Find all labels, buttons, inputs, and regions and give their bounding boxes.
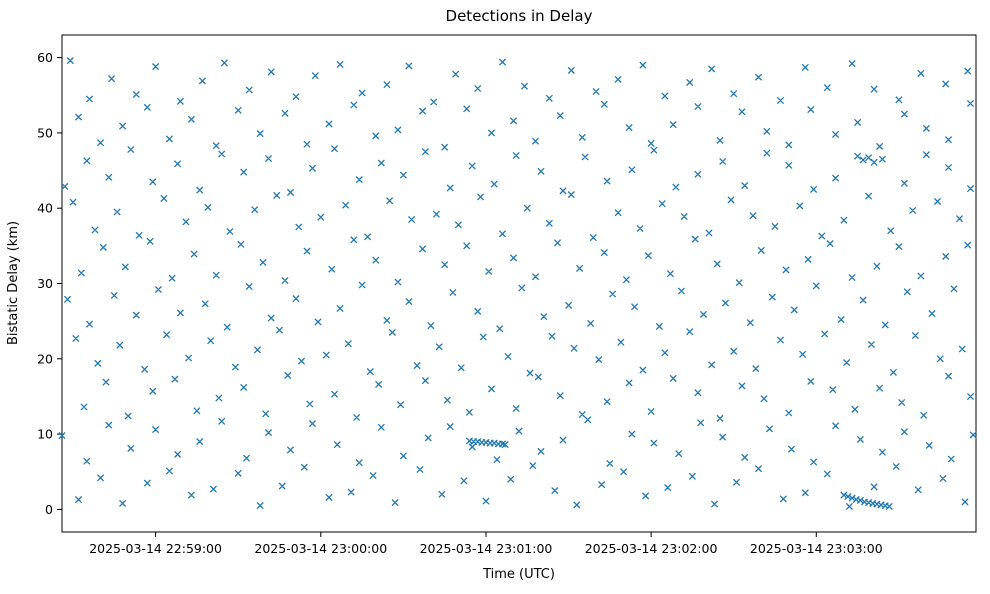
scatter-points: [58, 57, 977, 510]
x-tick-label: 2025-03-14 23:00:00: [254, 541, 387, 556]
y-tick-label: 20: [37, 351, 53, 366]
x-axis-label: Time (UTC): [482, 567, 555, 582]
y-axis-label: Bistatic Delay (km): [6, 221, 21, 345]
y-tick-label: 40: [37, 201, 53, 216]
chart-title: Detections in Delay: [446, 7, 593, 25]
y-tick-label: 30: [37, 276, 53, 291]
x-tick-label: 2025-03-14 23:03:00: [750, 541, 883, 556]
y-tick-label: 0: [45, 502, 53, 517]
y-tick-label: 10: [37, 427, 53, 442]
x-tick-label: 2025-03-14 22:59:00: [89, 541, 222, 556]
y-axis-ticks: 0 10 20 30 40 50 60: [37, 50, 62, 517]
x-tick-label: 2025-03-14 23:01:00: [420, 541, 553, 556]
y-tick-label: 50: [37, 125, 53, 140]
x-tick-label: 2025-03-14 23:02:00: [585, 541, 718, 556]
plot-border: [61, 34, 977, 533]
y-tick-label: 60: [37, 50, 53, 65]
scatter-points-group: [58, 57, 977, 510]
x-axis-ticks: 2025-03-14 22:59:00 2025-03-14 23:00:00 20…: [89, 532, 883, 556]
